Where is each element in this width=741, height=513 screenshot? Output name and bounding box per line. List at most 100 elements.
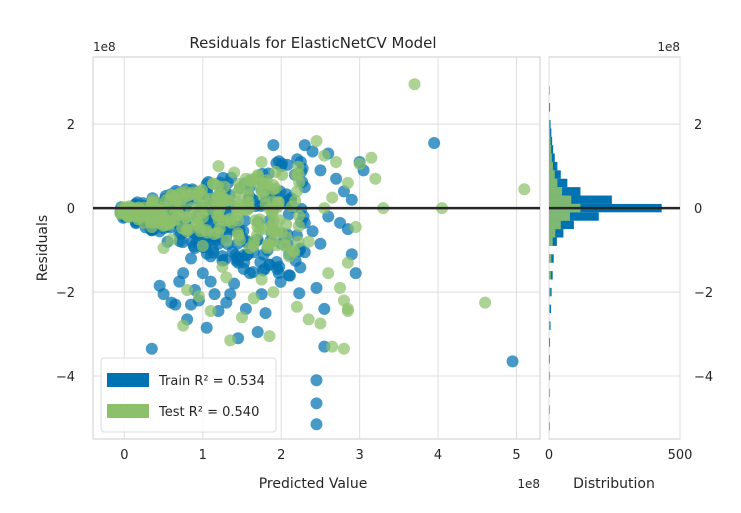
- histogram-test-bar: [549, 338, 550, 347]
- histogram-test-bar: [549, 287, 551, 297]
- test-point: [322, 267, 335, 280]
- histogram-y-tick-label: 2: [694, 118, 702, 133]
- histogram-test-bar: [549, 178, 558, 188]
- test-point: [236, 311, 248, 324]
- histogram-offset-label: 1e8: [657, 40, 680, 54]
- test-point: [408, 78, 421, 91]
- train-point: [185, 252, 198, 265]
- test-point: [290, 168, 303, 181]
- train-point: [306, 225, 319, 238]
- train-point: [259, 307, 272, 320]
- test-point: [180, 211, 193, 224]
- histogram-x-tick-label: 500: [668, 448, 693, 463]
- y-tick-labels: −4 −2 0 2: [56, 118, 75, 385]
- test-point: [253, 222, 266, 235]
- legend-test-swatch: [107, 404, 149, 418]
- test-point: [263, 330, 276, 343]
- test-point: [349, 221, 362, 234]
- test-point: [267, 286, 280, 299]
- histogram-train-bar: [549, 422, 550, 431]
- test-point: [334, 281, 347, 294]
- histogram-train-bar: [549, 178, 568, 188]
- test-point: [292, 209, 305, 222]
- test-point: [302, 235, 315, 248]
- histogram-train-bar: [549, 371, 550, 381]
- test-point: [192, 290, 205, 303]
- histogram-train-bar: [549, 161, 558, 171]
- test-point: [181, 283, 194, 296]
- histogram-test-bar: [549, 237, 553, 246]
- histogram-plot-area: [548, 56, 681, 440]
- test-point: [353, 158, 366, 171]
- train-point: [314, 237, 327, 250]
- histogram-train-bar: [549, 237, 557, 246]
- test-point: [241, 189, 254, 202]
- chart-title: Residuals for ElasticNetCV Model: [189, 34, 436, 52]
- test-point: [157, 242, 170, 254]
- test-point: [216, 260, 229, 273]
- test-point: [292, 219, 305, 232]
- test-point: [518, 183, 531, 196]
- test-point: [290, 185, 303, 198]
- test-point: [220, 271, 233, 284]
- train-point: [314, 164, 327, 177]
- test-point: [330, 155, 343, 168]
- y-offset-label: 1e8: [93, 40, 116, 54]
- test-point: [280, 231, 293, 244]
- x-tick-label: 4: [434, 448, 442, 463]
- train-point: [243, 267, 256, 280]
- test-point: [146, 194, 159, 207]
- histogram-train-bar: [549, 405, 550, 414]
- histogram-test-bar: [549, 145, 552, 154]
- test-point: [271, 225, 284, 238]
- y-tick-label: −2: [56, 286, 75, 301]
- x-tick-label: 3: [355, 448, 363, 463]
- test-point: [326, 340, 339, 353]
- test-point: [239, 172, 252, 185]
- train-point: [271, 262, 284, 275]
- test-point: [243, 242, 256, 254]
- y-tick-label: 0: [67, 202, 75, 217]
- test-point: [241, 204, 254, 217]
- test-point: [192, 185, 205, 198]
- histogram-test-bar: [549, 161, 553, 171]
- histogram-x-tick-label: 0: [545, 448, 553, 463]
- y-axis-label: Residuals: [35, 215, 51, 281]
- train-point: [204, 275, 217, 288]
- legend-train-label: Train R² = 0.534: [158, 374, 265, 389]
- test-point: [302, 313, 315, 326]
- train-point: [306, 145, 319, 158]
- test-point: [255, 155, 268, 168]
- histogram-y-tick-labels: −4 −2 0 2: [694, 118, 713, 385]
- test-point: [310, 134, 323, 147]
- test-point: [190, 206, 203, 219]
- histogram-test-bar: [549, 119, 550, 129]
- test-point: [247, 292, 260, 305]
- test-point: [181, 189, 194, 202]
- test-point: [341, 176, 354, 189]
- histogram-test-bar: [549, 195, 572, 204]
- test-point: [270, 239, 283, 252]
- train-point: [310, 374, 323, 387]
- test-point: [285, 200, 298, 213]
- test-point: [479, 296, 492, 309]
- train-point: [204, 250, 217, 263]
- train-point: [428, 137, 441, 150]
- test-point: [365, 151, 378, 164]
- test-point: [157, 210, 170, 223]
- test-point: [180, 223, 193, 236]
- histogram-train-bar: [549, 170, 561, 179]
- train-point: [310, 281, 323, 294]
- test-point: [163, 218, 176, 231]
- train-point: [157, 288, 170, 301]
- x-offset-label: 1e8: [517, 477, 540, 491]
- train-point: [298, 246, 311, 259]
- histogram-test-bar: [549, 128, 551, 137]
- test-point: [137, 216, 150, 229]
- histogram-x-tick-labels: 0 500: [545, 448, 693, 463]
- legend-test-label: Test R² = 0.540: [158, 405, 259, 420]
- test-point: [269, 165, 282, 178]
- train-point: [177, 267, 190, 280]
- test-point: [232, 214, 245, 227]
